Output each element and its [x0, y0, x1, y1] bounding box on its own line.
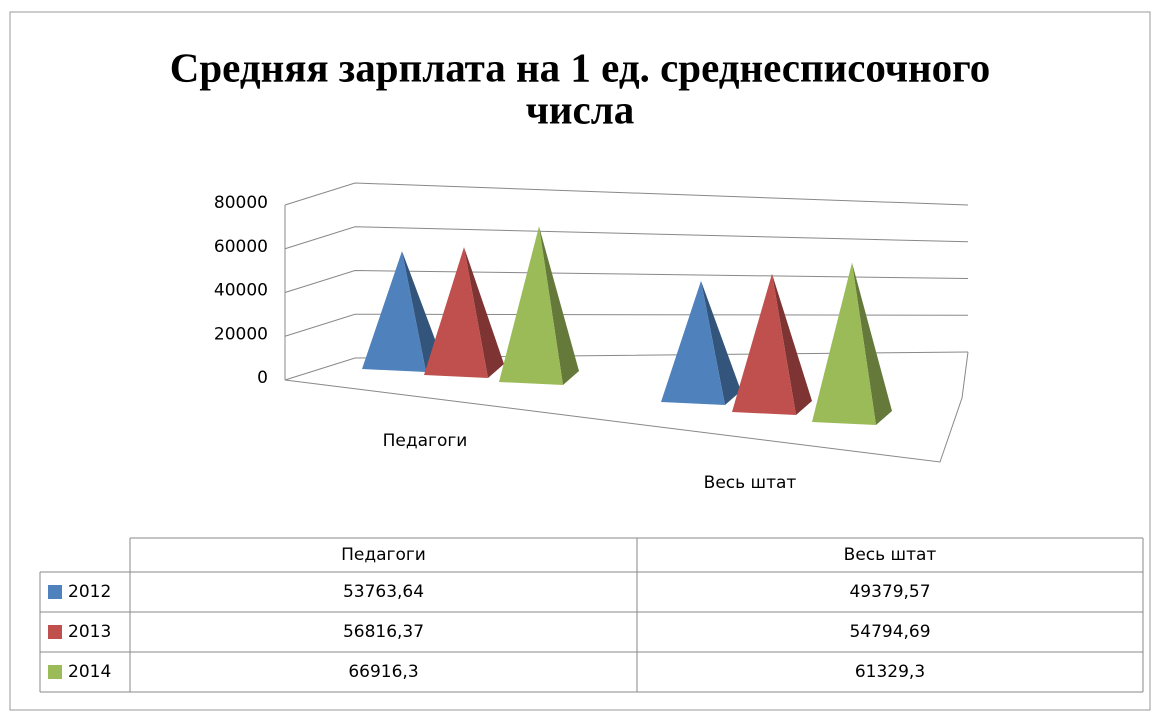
y-tick-label: 40000 — [214, 281, 268, 301]
pyramid-front — [499, 226, 563, 385]
pyramid-side — [464, 247, 504, 378]
chart-title-line2: числа — [526, 86, 634, 132]
pyramid-front — [362, 251, 426, 372]
x-tick-label: Педагоги — [383, 431, 468, 451]
pyramid-front — [424, 247, 488, 378]
floor — [284, 351, 969, 463]
pyramid-side — [539, 226, 579, 385]
y-tick-label: 80000 — [214, 193, 268, 213]
table-header: Весь штат — [844, 545, 937, 565]
table-cell: 54794,69 — [849, 622, 930, 642]
legend-swatch — [48, 665, 62, 679]
grid-line — [284, 182, 969, 206]
legend-swatch — [48, 625, 62, 639]
table-cell: 49379,57 — [849, 582, 930, 602]
grid-line — [284, 269, 969, 293]
x-tick-label: Весь штат — [704, 473, 797, 493]
legend-label: 2013 — [68, 622, 111, 642]
pyramid-side — [772, 273, 812, 415]
legend-label: 2012 — [68, 582, 111, 602]
chart-frame — [9, 11, 1151, 711]
pyramid-side — [402, 251, 442, 372]
table-cell: 53763,64 — [343, 582, 424, 602]
table-header: Педагоги — [341, 545, 426, 565]
table-cell: 66916,3 — [348, 662, 418, 682]
y-tick-label: 20000 — [214, 324, 268, 344]
pyramid-front — [732, 273, 796, 415]
legend-label: 2014 — [68, 662, 111, 682]
grid-line — [284, 226, 969, 250]
pyramid-front — [812, 262, 876, 425]
y-tick-label: 0 — [257, 368, 268, 388]
table-cell: 61329,3 — [855, 662, 925, 682]
legend-swatch — [48, 585, 62, 599]
table-cell: 56816,37 — [343, 622, 424, 642]
pyramid-side — [701, 280, 741, 405]
chart-title: Средняя зарплата на 1 ед. среднесписочно… — [170, 44, 990, 90]
y-tick-label: 60000 — [214, 237, 268, 257]
pyramid-front — [661, 280, 725, 405]
pyramid-side — [852, 262, 892, 425]
